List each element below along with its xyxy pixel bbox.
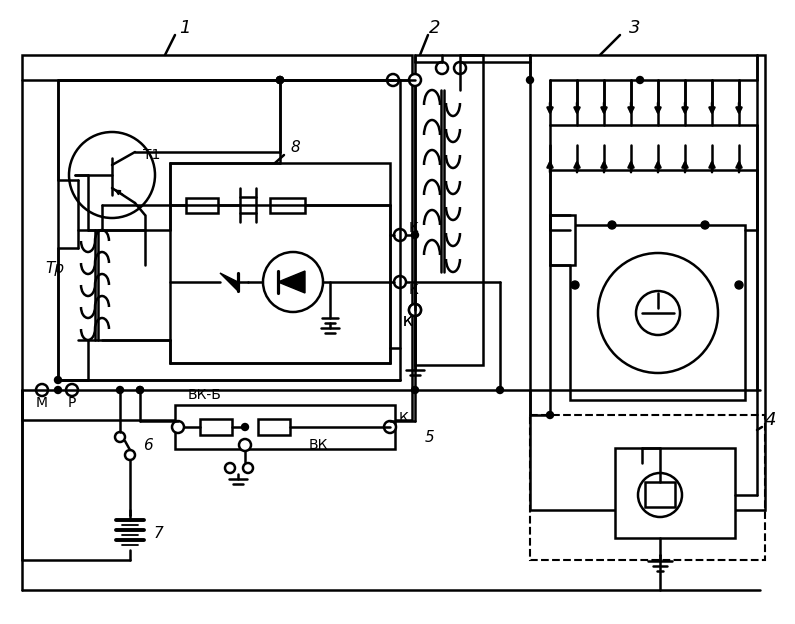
Bar <box>550 215 575 265</box>
Text: 4: 4 <box>764 411 776 429</box>
Bar <box>186 198 218 213</box>
Circle shape <box>277 77 284 84</box>
Bar <box>530 55 765 510</box>
Bar <box>645 482 675 507</box>
Bar <box>200 419 232 435</box>
Circle shape <box>571 281 579 289</box>
Text: 1: 1 <box>179 19 191 37</box>
Bar <box>270 198 305 213</box>
Text: 5: 5 <box>425 429 435 444</box>
Circle shape <box>394 276 406 288</box>
Text: Т1: Т1 <box>143 148 161 162</box>
Text: К: К <box>402 315 412 329</box>
Circle shape <box>412 386 418 394</box>
Text: 6: 6 <box>143 437 153 452</box>
Text: К: К <box>398 411 408 425</box>
Circle shape <box>69 132 155 218</box>
Circle shape <box>239 439 251 451</box>
Circle shape <box>735 281 743 289</box>
Circle shape <box>66 384 78 396</box>
Polygon shape <box>278 271 305 293</box>
Circle shape <box>701 221 709 229</box>
Text: 2: 2 <box>429 19 440 37</box>
Circle shape <box>546 411 553 419</box>
Circle shape <box>277 77 284 84</box>
Bar <box>258 419 290 435</box>
Circle shape <box>409 304 421 316</box>
Text: 3: 3 <box>630 19 641 37</box>
Text: 8: 8 <box>290 140 300 155</box>
Circle shape <box>384 421 396 433</box>
Circle shape <box>526 77 533 84</box>
Bar <box>175 405 395 449</box>
Circle shape <box>117 386 123 394</box>
Text: К: К <box>408 283 418 297</box>
Bar <box>530 415 765 560</box>
Circle shape <box>454 62 466 74</box>
Polygon shape <box>220 273 238 291</box>
Text: Тр: Тр <box>45 260 64 276</box>
Circle shape <box>125 450 135 460</box>
Circle shape <box>436 62 448 74</box>
Circle shape <box>172 421 184 433</box>
Circle shape <box>225 463 235 473</box>
Circle shape <box>394 229 406 241</box>
Text: К: К <box>402 315 412 329</box>
Circle shape <box>55 386 61 394</box>
Circle shape <box>242 424 249 431</box>
Text: Р: Р <box>68 396 76 410</box>
Circle shape <box>387 74 399 86</box>
Circle shape <box>36 384 48 396</box>
Circle shape <box>638 473 682 517</box>
Bar <box>170 163 390 363</box>
Text: 7: 7 <box>153 525 163 540</box>
Circle shape <box>115 432 125 442</box>
Bar <box>615 448 735 538</box>
Circle shape <box>637 77 643 84</box>
Text: К: К <box>408 221 418 235</box>
Circle shape <box>137 386 144 394</box>
Circle shape <box>409 304 421 316</box>
Text: ВК-Б: ВК-Б <box>188 388 222 402</box>
Circle shape <box>277 77 284 84</box>
Circle shape <box>55 376 61 384</box>
Bar <box>570 225 745 400</box>
Circle shape <box>412 232 418 238</box>
Circle shape <box>497 386 503 394</box>
Circle shape <box>137 386 144 394</box>
Circle shape <box>243 463 253 473</box>
Circle shape <box>263 252 323 312</box>
Text: М: М <box>36 396 48 410</box>
Text: ВК: ВК <box>308 438 328 452</box>
Circle shape <box>636 291 680 335</box>
Circle shape <box>608 221 616 229</box>
Circle shape <box>598 253 718 373</box>
Bar <box>415 55 483 365</box>
Bar <box>22 55 412 420</box>
Circle shape <box>409 74 421 86</box>
